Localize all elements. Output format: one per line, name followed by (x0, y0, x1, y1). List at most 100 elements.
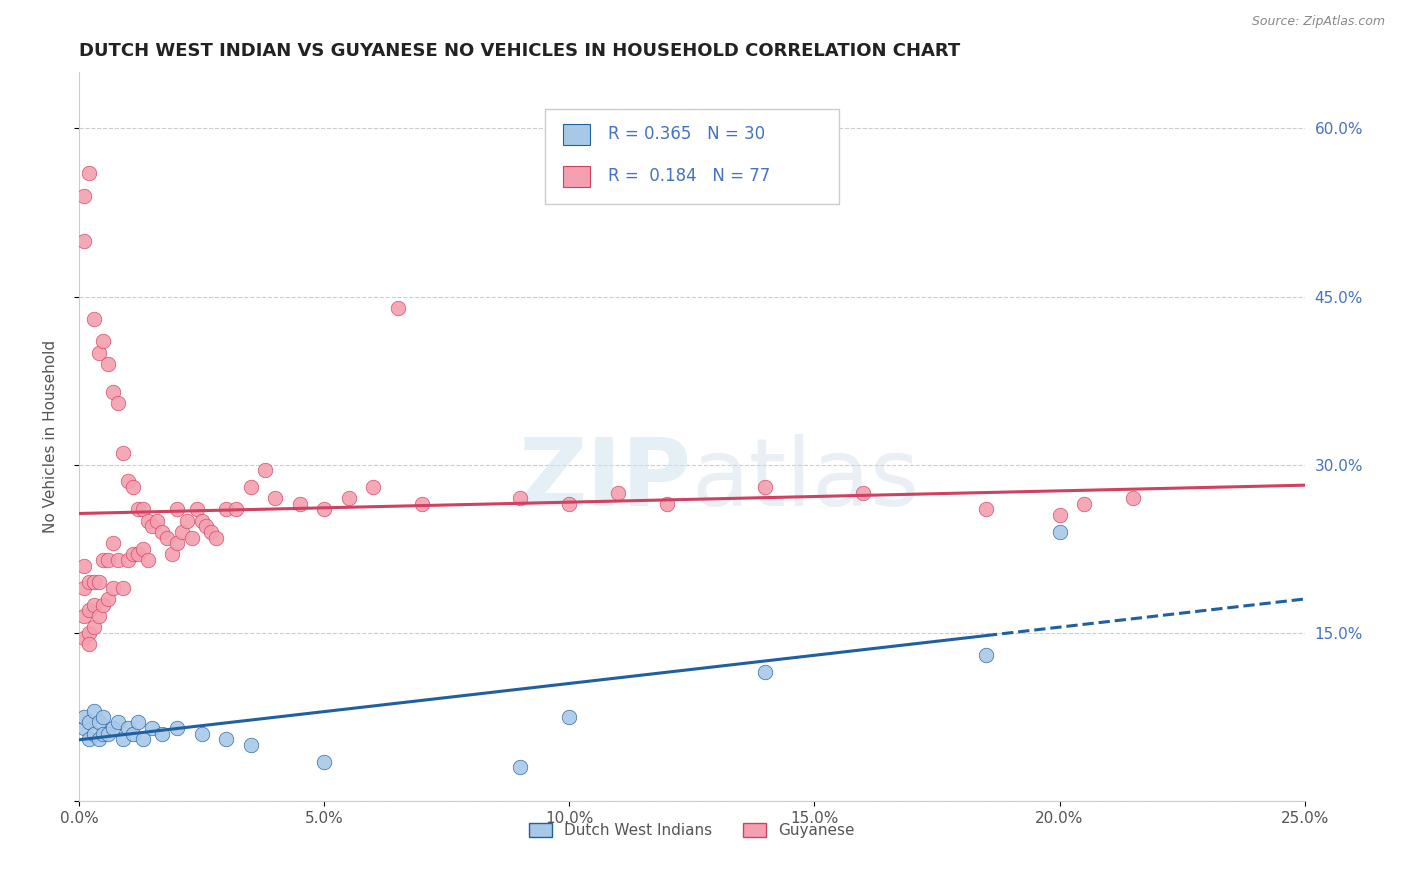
Point (77, 715, 100, 730)
Point (112, 446, 135, 460)
Point (83, 312, 105, 326)
Point (122, 480, 145, 494)
Point (160, 547, 183, 561)
Text: Source: ZipAtlas.com: Source: ZipAtlas.com (1251, 15, 1385, 29)
Point (509, 760, 531, 774)
Point (754, 665, 776, 679)
Point (93, 598, 115, 612)
Point (83, 704, 105, 718)
Point (314, 502, 336, 516)
Point (1073, 497, 1095, 511)
Point (73, 234, 96, 248)
Point (136, 514, 159, 528)
Point (103, 384, 125, 399)
Point (122, 547, 145, 561)
Point (170, 524, 193, 539)
Point (83, 575, 105, 590)
Point (87, 345, 110, 359)
Text: DUTCH WEST INDIAN VS GUYANESE NO VEHICLES IN HOUSEHOLD CORRELATION CHART: DUTCH WEST INDIAN VS GUYANESE NO VEHICLE… (79, 42, 960, 60)
Point (131, 502, 153, 516)
Point (156, 531, 179, 545)
Point (93, 553, 115, 567)
Point (97, 592, 120, 607)
Point (83, 598, 105, 612)
Point (127, 547, 149, 561)
Point (131, 541, 153, 556)
Point (337, 491, 360, 506)
Point (215, 502, 238, 516)
Point (1122, 491, 1144, 506)
Point (254, 463, 277, 477)
FancyBboxPatch shape (564, 166, 591, 186)
Point (239, 738, 262, 752)
Point (87, 609, 110, 624)
Point (186, 502, 208, 516)
Point (93, 334, 115, 349)
Point (77, 603, 100, 617)
Point (146, 514, 169, 528)
Point (83, 620, 105, 634)
Text: R =  0.184   N = 77: R = 0.184 N = 77 (609, 167, 770, 185)
Point (97, 726, 120, 740)
Point (112, 581, 135, 595)
Point (73, 188, 96, 202)
Point (657, 497, 679, 511)
Point (87, 732, 110, 747)
Point (103, 536, 125, 550)
Point (141, 721, 163, 735)
Point (77, 625, 100, 640)
Point (112, 732, 135, 747)
Point (127, 502, 149, 516)
Point (117, 475, 139, 489)
Point (103, 581, 125, 595)
Point (97, 357, 120, 371)
Point (103, 721, 125, 735)
Point (264, 491, 287, 506)
Point (205, 531, 228, 545)
Point (77, 166, 100, 180)
Point (73, 581, 96, 595)
Point (190, 514, 212, 528)
FancyBboxPatch shape (564, 124, 591, 145)
Point (509, 491, 531, 506)
Point (1049, 524, 1071, 539)
Point (558, 497, 581, 511)
FancyBboxPatch shape (544, 109, 839, 203)
Point (190, 726, 212, 740)
Point (117, 721, 139, 735)
Point (77, 575, 100, 590)
Legend: Dutch West Indians, Guyanese: Dutch West Indians, Guyanese (523, 817, 860, 844)
Point (1049, 508, 1071, 522)
Point (974, 502, 997, 516)
Point (852, 485, 875, 500)
Point (93, 710, 115, 724)
Point (107, 396, 129, 410)
Point (141, 519, 163, 533)
Text: R = 0.365   N = 30: R = 0.365 N = 30 (609, 126, 766, 144)
Point (150, 524, 173, 539)
Text: atlas: atlas (692, 434, 920, 526)
Point (73, 609, 96, 624)
Point (136, 553, 159, 567)
Point (73, 721, 96, 735)
Point (180, 531, 202, 545)
Point (77, 732, 100, 747)
Point (107, 553, 129, 567)
Point (87, 715, 110, 730)
Point (73, 558, 96, 573)
Point (200, 524, 222, 539)
Point (166, 536, 188, 550)
Text: ZIP: ZIP (519, 434, 692, 526)
Point (314, 755, 336, 769)
Point (411, 497, 433, 511)
Point (361, 480, 384, 494)
Point (974, 648, 997, 663)
Point (607, 485, 630, 500)
Point (83, 726, 105, 740)
Y-axis label: No Vehicles in Household: No Vehicles in Household (44, 340, 58, 533)
Point (166, 721, 188, 735)
Point (166, 502, 188, 516)
Point (558, 710, 581, 724)
Point (131, 732, 153, 747)
Point (93, 726, 115, 740)
